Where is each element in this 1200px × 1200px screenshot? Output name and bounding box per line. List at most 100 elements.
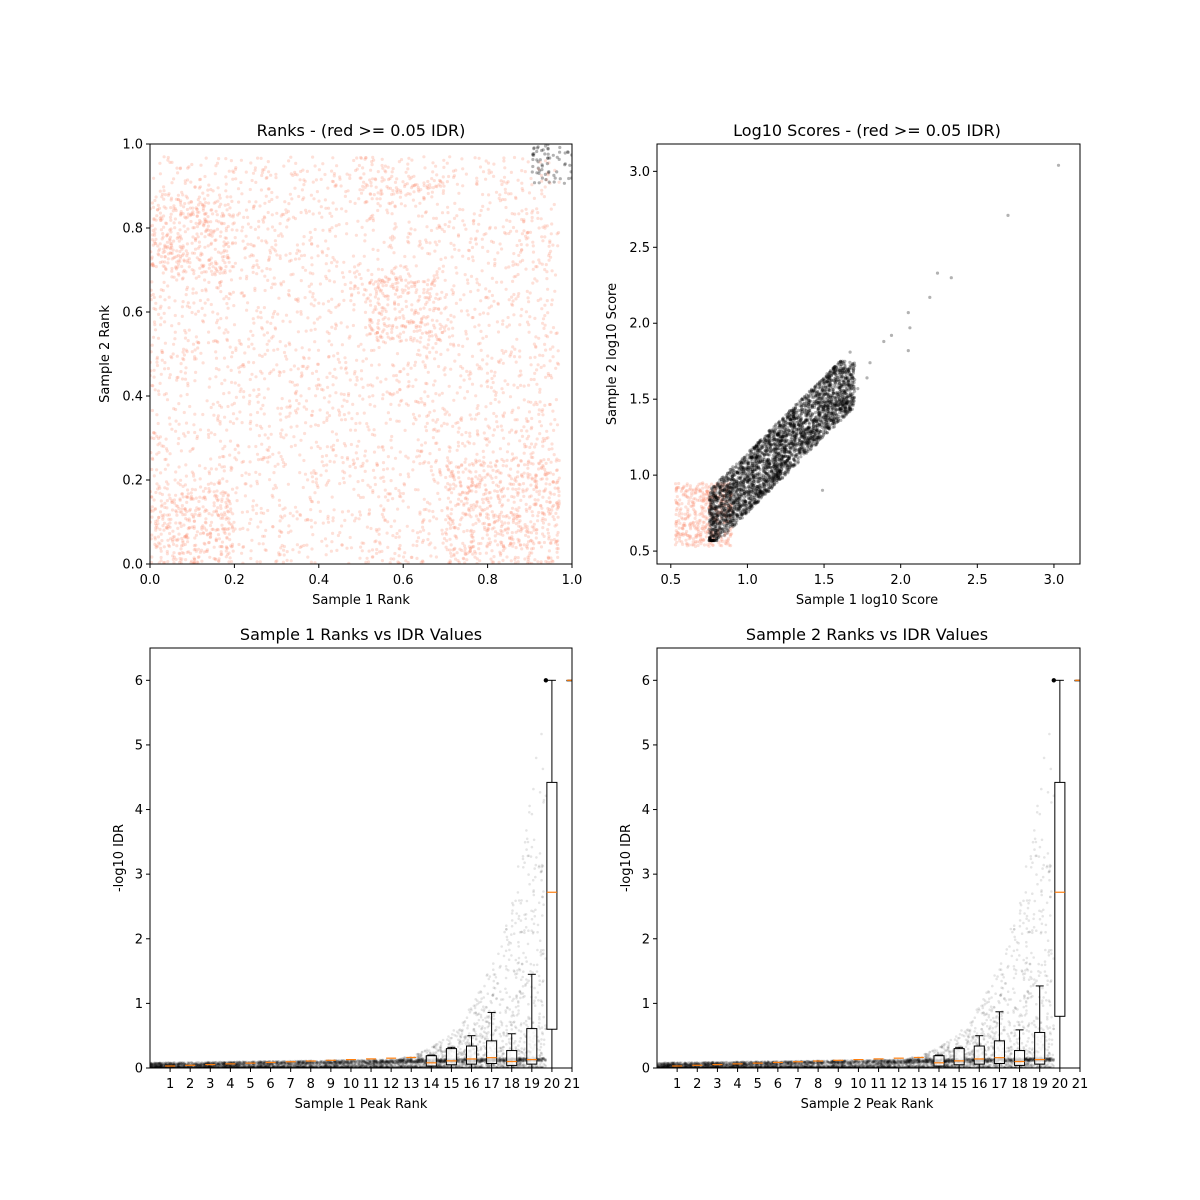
ranks-point (433, 379, 436, 382)
ranks-point (268, 249, 271, 252)
ranks-point (284, 344, 287, 347)
ranks-point (438, 267, 441, 270)
ranks-point (433, 409, 436, 412)
ranks-point (385, 209, 388, 212)
ranks-point (195, 550, 198, 553)
ranks-point (386, 332, 389, 335)
ranks-point (317, 424, 320, 427)
ranks-point (503, 411, 506, 414)
ranks-point (447, 497, 450, 500)
ranks-point (150, 516, 153, 519)
ranks-point (452, 473, 455, 476)
ranks-point (235, 417, 238, 420)
ranks-point (425, 210, 428, 213)
ranks-point (325, 254, 328, 257)
ranks-point (386, 303, 389, 306)
ranks-point (169, 206, 172, 209)
ranks-point (338, 482, 341, 485)
ranks-point (265, 549, 268, 552)
ranks-point (406, 385, 409, 388)
ranks-point (516, 491, 519, 494)
ranks-point (539, 158, 542, 161)
ranks-point (331, 496, 334, 499)
ranks-point (505, 325, 508, 328)
ranks-point (476, 180, 479, 183)
ranks-point (215, 510, 218, 513)
ranks-point (412, 190, 415, 193)
ranks-point (192, 287, 195, 290)
ranks-point (441, 331, 444, 334)
ranks-point (548, 252, 551, 255)
ranks-point (526, 463, 529, 466)
ranks-point (201, 413, 204, 416)
ranks-point (551, 298, 554, 301)
ranks-point (533, 356, 536, 359)
ranks-point (555, 458, 558, 461)
scores-point (707, 486, 710, 489)
ranks-point (156, 487, 159, 490)
ranks-point (162, 198, 165, 201)
ranks-point (538, 420, 541, 423)
ranks-point (461, 367, 464, 370)
ranks-point (317, 501, 320, 504)
ranks-point (493, 258, 496, 261)
ranks-point (537, 413, 540, 416)
ranks-point (441, 211, 444, 214)
ranks-point (425, 225, 428, 228)
ranks-point (410, 556, 413, 559)
ranks-point (515, 546, 518, 549)
scores-point (687, 499, 690, 502)
ranks-point (266, 331, 269, 334)
ranks-point (192, 301, 195, 304)
ranks-point (529, 505, 532, 508)
ranks-point (388, 324, 391, 327)
ranks-point (448, 450, 451, 453)
ranks-point (215, 210, 218, 213)
scores-point (674, 522, 677, 525)
ranks-point (501, 323, 504, 326)
ranks-point (490, 305, 493, 308)
ranks-point (362, 348, 365, 351)
ranks-point (364, 233, 367, 236)
ranks-point (193, 252, 196, 255)
ranks-point (512, 226, 515, 229)
ranks-point (327, 515, 330, 518)
ranks-point (484, 405, 487, 408)
ranks-point (281, 508, 284, 511)
ranks-point (159, 510, 162, 513)
ranks-point (322, 388, 325, 391)
ranks-point (160, 373, 163, 376)
ranks-point (422, 360, 425, 363)
ranks-point (431, 400, 434, 403)
ranks-point (550, 232, 553, 235)
ranks-point (492, 241, 495, 244)
ranks-point (542, 317, 545, 320)
ranks-point (173, 337, 176, 340)
ranks-point (538, 432, 541, 435)
ranks-point (199, 551, 202, 554)
ranks-point (283, 553, 286, 556)
ranks-point (266, 343, 269, 346)
ranks-point (302, 356, 305, 359)
ranks-point (498, 518, 501, 521)
ranks-point (324, 198, 327, 201)
ranks-point (422, 539, 425, 542)
ranks-point (160, 505, 163, 508)
ranks-point (538, 493, 541, 496)
ranks-point (239, 277, 242, 280)
ranks-point (193, 226, 196, 229)
ranks-point (457, 527, 460, 530)
ranks-point (248, 473, 251, 476)
ranks-point (377, 283, 380, 286)
ranks-point (409, 336, 412, 339)
ranks-point (427, 279, 430, 282)
ranks-point (303, 432, 306, 435)
ranks-point (200, 528, 203, 531)
ranks-point (531, 153, 534, 156)
ranks-point (520, 248, 523, 251)
ranks-point (232, 530, 235, 533)
ranks-point (182, 524, 185, 527)
ranks-point (325, 469, 328, 472)
ranks-point (294, 217, 297, 220)
ranks-point (342, 299, 345, 302)
